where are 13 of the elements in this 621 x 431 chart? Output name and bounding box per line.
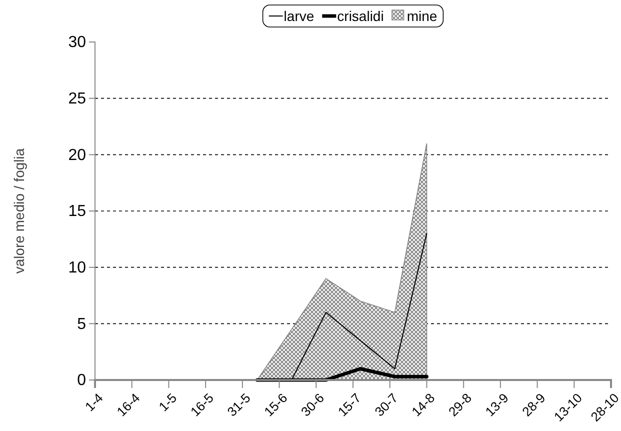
y-tick-label: 25	[68, 90, 86, 108]
y-tick-label: 0	[77, 372, 86, 390]
legend-label: crisalidi	[337, 8, 384, 24]
y-tick-label: 20	[68, 146, 86, 164]
legend-label: larve	[284, 8, 314, 24]
x-tick-label: 1-4	[82, 390, 106, 414]
y-tick-label: 30	[68, 34, 86, 52]
y-tick-label: 5	[77, 316, 86, 333]
x-tick-label: 1-5	[156, 390, 180, 414]
y-axis-title: valore medio / foglia	[11, 148, 27, 274]
y-tick-label: 10	[68, 259, 86, 276]
legend-label: mine	[406, 8, 438, 24]
y-tick-label: 15	[68, 203, 86, 220]
